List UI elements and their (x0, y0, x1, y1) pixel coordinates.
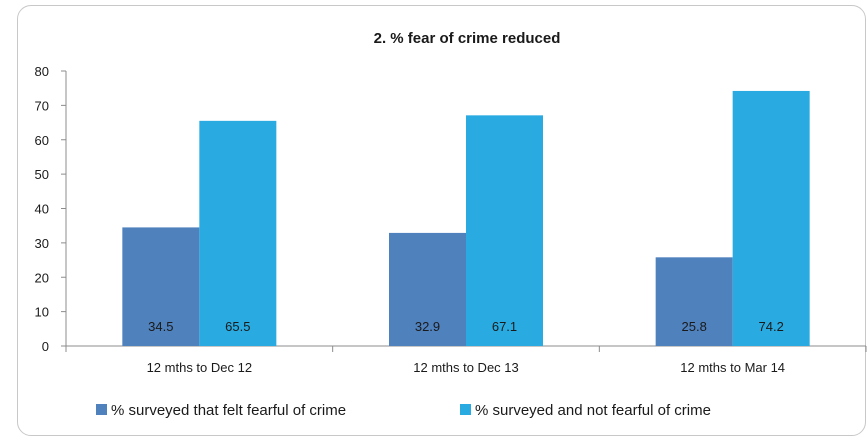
bar (199, 120, 277, 346)
chart-title: 2. % fear of crime reduced (374, 30, 561, 47)
bar-value-label: 67.1 (492, 319, 517, 334)
y-tick-label: 10 (35, 305, 49, 320)
y-tick-label: 50 (35, 167, 49, 182)
bar-value-label: 25.8 (682, 319, 707, 334)
bar-value-label: 65.5 (225, 319, 250, 334)
bar-value-label: 32.9 (415, 319, 440, 334)
y-tick-label: 60 (35, 133, 49, 148)
bar-value-label: 34.5 (148, 319, 173, 334)
bar (655, 257, 733, 346)
bar (122, 227, 200, 346)
y-tick-label: 70 (35, 98, 49, 113)
bar (389, 232, 466, 346)
bar-value-label: 74.2 (759, 319, 784, 334)
bar (466, 115, 543, 346)
legend-label: % surveyed and not fearful of crime (475, 402, 711, 419)
legend: % surveyed that felt fearful of crime % s… (96, 402, 711, 419)
bar (732, 90, 810, 346)
y-tick-label: 20 (35, 270, 49, 285)
legend-swatch (96, 404, 107, 415)
chart-frame (17, 5, 866, 436)
y-tick-label: 0 (42, 339, 49, 354)
bars: 34.5 65.5 32.9 67.1 25.8 74.2 (122, 90, 810, 346)
y-tick-label: 30 (35, 236, 49, 251)
legend-swatch (460, 404, 471, 415)
x-category-label: 12 mths to Dec 13 (413, 360, 519, 375)
legend-label: % surveyed that felt fearful of crime (111, 402, 346, 419)
y-tick-label: 40 (35, 202, 49, 217)
y-tick-label: 80 (35, 64, 49, 79)
x-category-label: 12 mths to Mar 14 (680, 360, 785, 375)
x-category-label: 12 mths to Dec 12 (147, 360, 253, 375)
